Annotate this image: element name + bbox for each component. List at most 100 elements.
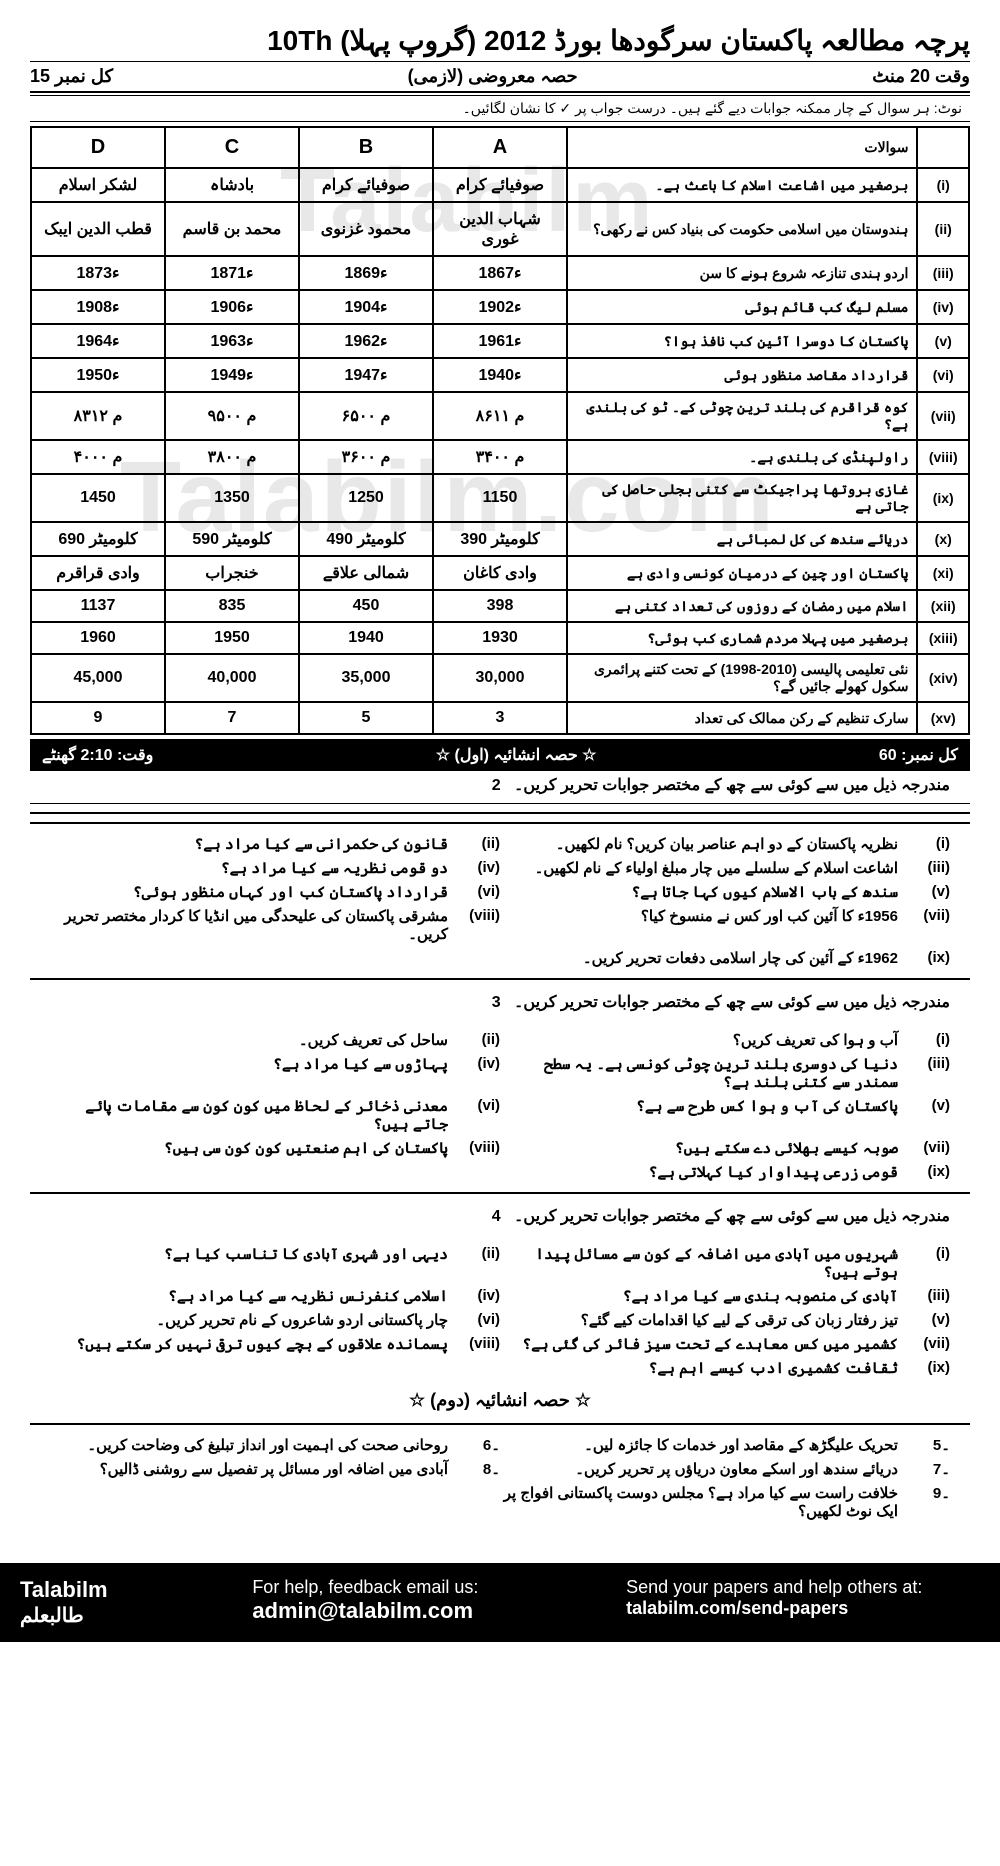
question-item: (iii)اشاعت اسلام کے سلسلے میں چار مبلغ ا… bbox=[500, 859, 950, 877]
help-email: admin@talabilm.com bbox=[252, 1598, 606, 1624]
long-question: ۔8 آبادی میں اضافہ اور مسائل پر تفصیل سے … bbox=[50, 1460, 500, 1478]
q3-section: مندرجہ ذیل میں سے کوئی سے چھ کے مختصر جو… bbox=[30, 978, 970, 1184]
col-num bbox=[917, 127, 969, 168]
question-item: (i)شہریوں میں آبادی میں اضافہ کے کون سے … bbox=[500, 1245, 950, 1281]
question-item: (iii)دنیا کی دوسری بلند ترین چوٹی کونسی … bbox=[500, 1055, 950, 1091]
table-row: وادی قراقرمخنجرابشمالی علاقےوادی کاغانپا… bbox=[31, 556, 969, 590]
mcq-option: 5 bbox=[299, 702, 433, 734]
mcq-option: ء1949 bbox=[165, 358, 299, 392]
question-text: قومی زرعی پیداوار کیا کہلاتی ہے؟ bbox=[649, 1163, 898, 1181]
mcq-option: ء1873 bbox=[31, 256, 165, 290]
mcq-option: قطب الدین ایبک bbox=[31, 202, 165, 256]
question-text: دیہی اور شہری آبادی کا تناسب کیا ہے؟ bbox=[164, 1245, 448, 1281]
mcq-num: (iv) bbox=[917, 290, 969, 324]
question-item: (i)آب و ہوا کی تعریف کریں؟ bbox=[500, 1031, 950, 1049]
mcq-option: ء1867 bbox=[433, 256, 567, 290]
q4-section: مندرجہ ذیل میں سے کوئی سے چھ کے مختصر جو… bbox=[30, 1192, 970, 1380]
question-text: خلافت راست سے کیا مراد ہے؟ مجلس دوست پاک… bbox=[500, 1484, 898, 1520]
question-text: آبادی میں اضافہ اور مسائل پر تفصیل سے رو… bbox=[100, 1460, 448, 1478]
mcq-option: ۸۶۱۱ م bbox=[433, 392, 567, 440]
mcq-question: سارک تنظیم کے رکن ممالک کی تعداد bbox=[567, 702, 917, 734]
question-text: ساحل کی تعریف کریں۔ bbox=[299, 1031, 448, 1049]
question-text: صوبہ کیسے بھلائی دے سکتے ہیں؟ bbox=[675, 1139, 898, 1157]
bar-time: وقت: 2:10 گھنٹے bbox=[42, 745, 153, 765]
mcq-option: ء1904 bbox=[299, 290, 433, 324]
question-item: (v)پاکستان کی آب و ہوا کس طرح سے ہے؟ bbox=[500, 1097, 950, 1133]
question-text: 1956ء کا آئین کب اور کس نے منسوخ کیا؟ bbox=[641, 907, 898, 943]
exam-title: پرچہ مطالعہ پاکستان سرگودھا بورڈ 2012 (گ… bbox=[30, 20, 970, 61]
question-item: (viii)مشرقی پاکستان کی علیحدگی میں انڈیا… bbox=[50, 907, 500, 943]
table-row: لشکر اسلامبادشاہصوفیائے کرامصوفیائے کرام… bbox=[31, 168, 969, 202]
mcq-question: ہندوستان میں اسلامی حکومت کی بنیاد کس نے… bbox=[567, 202, 917, 256]
mcq-option: 1250 bbox=[299, 474, 433, 522]
instructions-note: نوٹ: ہر سوال کے چار ممکنہ جوابات دیے گئے… bbox=[30, 95, 970, 122]
mcq-question: قرارداد مقاصد منظور ہوئی bbox=[567, 358, 917, 392]
question-row: (iii)اشاعت اسلام کے سلسلے میں چار مبلغ ا… bbox=[30, 856, 970, 880]
mcq-question: برصغیر میں اشاعت اسلام کا باعث ہے۔ bbox=[567, 168, 917, 202]
mcq-option: صوفیائے کرام bbox=[433, 168, 567, 202]
question-item: (ii)قانون کی حکمرانی سے کیا مراد ہے؟ bbox=[50, 835, 500, 853]
mcq-num: (xii) bbox=[917, 590, 969, 622]
question-item: (vi)قرارداد پاکستان کب اور کہاں منظور ہو… bbox=[50, 883, 500, 901]
question-text: کشمیر میں کس معاہدے کے تحت سیز فائر کی گ… bbox=[522, 1335, 898, 1353]
question-text: تحریک علیگڑھ کے مقاصد اور خدمات کا جائزہ… bbox=[584, 1436, 898, 1454]
col-b: B bbox=[299, 127, 433, 168]
question-num: (iv) bbox=[460, 1055, 500, 1091]
question-text: اشاعت اسلام کے سلسلے میں چار مبلغ اولیاء… bbox=[535, 859, 898, 877]
mcq-question: کوہ قراقرم کی بلند ترین چوٹی کے۔ ٹو کی ب… bbox=[567, 392, 917, 440]
long-question: ۔7دریائے سندھ اور اسکے معاون دریاؤں پر ت… bbox=[500, 1460, 950, 1478]
mcq-question: اسلام میں رمضان کے روزوں کی تعداد کتنی ہ… bbox=[567, 590, 917, 622]
question-text: دو قومی نظریہ سے کیا مراد ہے؟ bbox=[221, 859, 448, 877]
mcq-question: اردو ہندی تنازعہ شروع ہونے کا سن bbox=[567, 256, 917, 290]
mcq-option: 7 bbox=[165, 702, 299, 734]
question-item: (iv)دو قومی نظریہ سے کیا مراد ہے؟ bbox=[50, 859, 500, 877]
question-num: (vii) bbox=[910, 907, 950, 943]
mcq-option: 9 bbox=[31, 702, 165, 734]
essay-section-label: ☆ حصہ انشائیہ (دوم) ☆ bbox=[30, 1380, 970, 1415]
question-text: سندھ کے باب الاسلام کیوں کہا جاتا ہے؟ bbox=[632, 883, 898, 901]
mcq-option: ء1906 bbox=[165, 290, 299, 324]
mcq-option: شہاب الدین غوری bbox=[433, 202, 567, 256]
question-item: (iv)پہاڑوں سے کیا مراد ہے؟ bbox=[50, 1055, 500, 1091]
mcq-option: ء1963 bbox=[165, 324, 299, 358]
question-item: (ix)1962ء کے آئین کی چار اسلامی دفعات تح… bbox=[500, 949, 950, 967]
mcq-option: شمالی علاقے bbox=[299, 556, 433, 590]
long-questions: ۔5تحریک علیگڑھ کے مقاصد اور خدمات کا جائ… bbox=[30, 1423, 970, 1523]
table-row: ء1908ء1906ء1904ء1902مسلم لیگ کب قائم ہوئ… bbox=[31, 290, 969, 324]
mcq-question: راولپنڈی کی بلندی ہے۔ bbox=[567, 440, 917, 474]
mcq-option: صوفیائے کرام bbox=[299, 168, 433, 202]
mcq-question: پاکستان کا دوسرا آئین کب نافذ ہوا؟ bbox=[567, 324, 917, 358]
help-label: For help, feedback email us: bbox=[252, 1577, 606, 1598]
mcq-option: ء1950 bbox=[31, 358, 165, 392]
question-num: ۔8 bbox=[460, 1460, 500, 1478]
mcq-option: ء1964 bbox=[31, 324, 165, 358]
question-item: (iv)اسلامی کنفرنس نظریہ سے کیا مراد ہے؟ bbox=[50, 1287, 500, 1305]
question-item: (vii)کشمیر میں کس معاہدے کے تحت سیز فائر… bbox=[500, 1335, 950, 1353]
question-num: (vi) bbox=[460, 883, 500, 901]
mcq-question: برصغیر میں پہلا مردم شماری کب ہوئی؟ bbox=[567, 622, 917, 654]
question-num: (iii) bbox=[910, 1287, 950, 1305]
mcq-option: لشکر اسلام bbox=[31, 168, 165, 202]
question-item: (i)نظریہ پاکستان کے دو اہم عناصر بیان کر… bbox=[500, 835, 950, 853]
question-text: دنیا کی دوسری بلند ترین چوٹی کونسی ہے۔ ی… bbox=[500, 1055, 898, 1091]
mcq-num: (x) bbox=[917, 522, 969, 556]
mcq-question: نئی تعلیمی پالیسی (2010-1998) کے تحت کتن… bbox=[567, 654, 917, 702]
question-text: پاکستان کی اہم صنعتیں کون کون سی ہیں؟ bbox=[164, 1139, 448, 1157]
mcq-num: (xiii) bbox=[917, 622, 969, 654]
mcq-option: 835 bbox=[165, 590, 299, 622]
long-question: ۔9خلافت راست سے کیا مراد ہے؟ مجلس دوست پ… bbox=[500, 1484, 950, 1520]
mcq-option: 1940 bbox=[299, 622, 433, 654]
mcq-option: وادی قراقرم bbox=[31, 556, 165, 590]
mcq-option: ء1940 bbox=[433, 358, 567, 392]
send-label: Send your papers and help others at: bbox=[626, 1577, 980, 1598]
mcq-option: 1930 bbox=[433, 622, 567, 654]
header: پرچہ مطالعہ پاکستان سرگودھا بورڈ 2012 (گ… bbox=[30, 20, 970, 93]
question-num: (ix) bbox=[910, 1163, 950, 1181]
question-text: دریائے سندھ اور اسکے معاون دریاؤں پر تحر… bbox=[575, 1460, 898, 1478]
mcq-num: (i) bbox=[917, 168, 969, 202]
question-row: (i)آب و ہوا کی تعریف کریں؟(ii)ساحل کی تع… bbox=[30, 1028, 970, 1052]
question-row: (ix)1962ء کے آئین کی چار اسلامی دفعات تح… bbox=[30, 946, 970, 970]
mcq-question: دریائے سندھ کی کل لمبائی ہے bbox=[567, 522, 917, 556]
question-num: (i) bbox=[910, 835, 950, 853]
mcq-option: 3 bbox=[433, 702, 567, 734]
